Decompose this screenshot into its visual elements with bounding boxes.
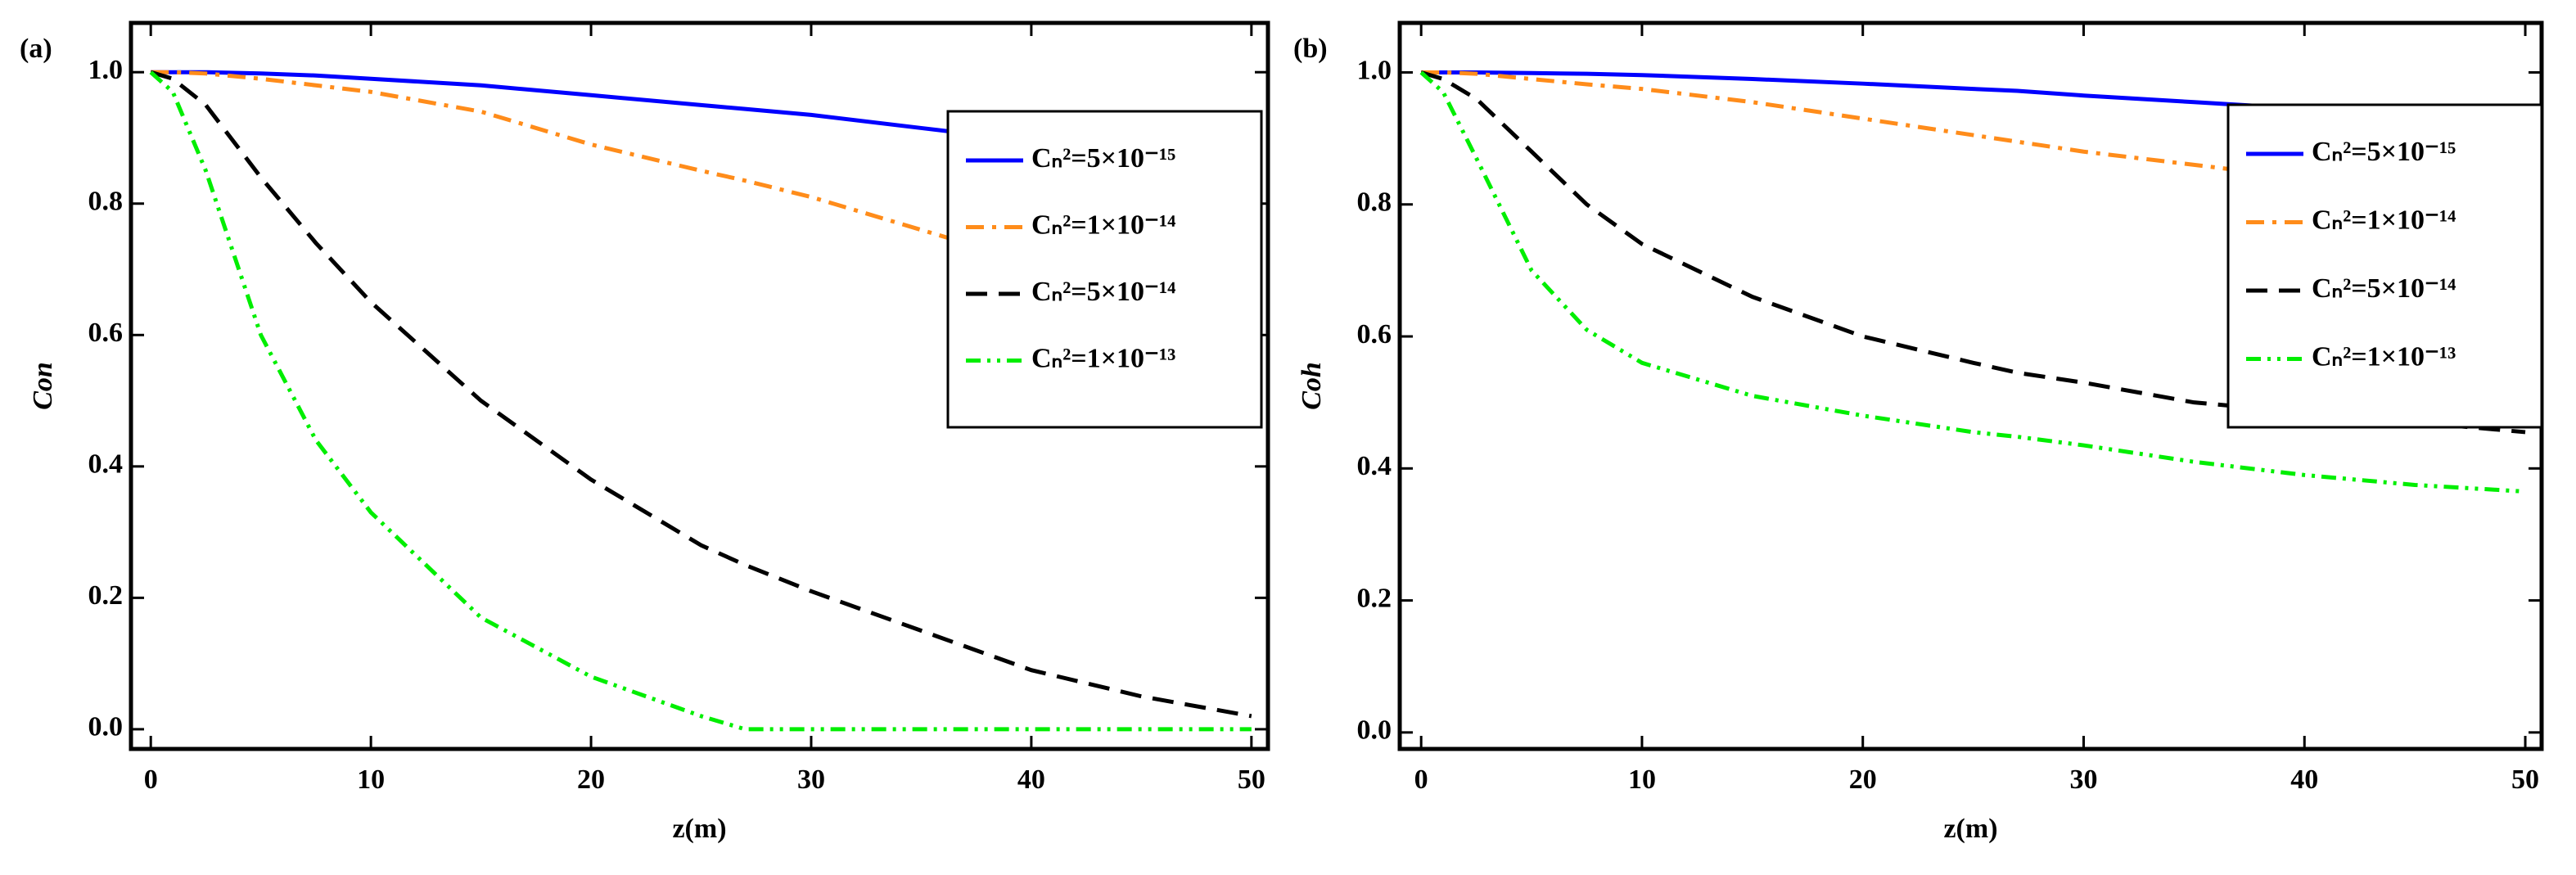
x-tick-label: 50	[2511, 764, 2539, 795]
y-tick-label: 0.0	[1357, 715, 1392, 746]
y-tick-label: 0.4	[1357, 451, 1392, 481]
legend-label: Cₙ²=5×10⁻¹⁴	[2312, 273, 2456, 304]
x-tick-label: 40	[2290, 764, 2318, 795]
x-tick-label: 10	[357, 764, 385, 795]
legend-label: Cₙ²=5×10⁻¹⁴	[1031, 277, 1175, 307]
x-tick-label: 0	[144, 764, 158, 795]
panel-label: (b)	[1293, 34, 1328, 64]
y-axis-label: Coh	[1297, 362, 1327, 410]
series-line	[150, 70, 1252, 719]
legend-label: Cₙ²=1×10⁻¹⁴	[2312, 205, 2456, 235]
y-tick-label: 0.6	[1357, 319, 1392, 350]
x-axis-label: z(m)	[1943, 814, 1997, 844]
x-tick-label: 30	[797, 764, 825, 795]
legend-label: Cₙ²=1×10⁻¹³	[1031, 343, 1175, 373]
y-tick-label: 0.4	[88, 449, 124, 480]
x-tick-label: 50	[1238, 764, 1265, 795]
legend-label: Cₙ²=5×10⁻¹⁵	[1031, 143, 1175, 174]
x-tick-label: 30	[2069, 764, 2097, 795]
plot-frame	[129, 20, 1270, 751]
y-tick-label: 0.2	[88, 580, 124, 611]
y-tick-label: 0.6	[88, 318, 124, 348]
x-tick-label: 20	[577, 764, 605, 795]
x-axis-label: z(m)	[672, 814, 726, 844]
legend-label: Cₙ²=1×10⁻¹⁴	[1031, 210, 1175, 240]
legend-box	[946, 110, 1263, 429]
legend-label: Cₙ²=1×10⁻¹³	[2312, 341, 2456, 372]
y-tick-label: 1.0	[1357, 55, 1392, 85]
panel: (a) Con z(m) 0.0 0.2 0.4 0.6 0.8 1.0 0 10 20 30 40 50 C…	[20, 20, 1270, 844]
x-tick-label: 0	[1414, 764, 1428, 795]
x-tick-label: 10	[1628, 764, 1656, 795]
series-line	[149, 70, 1252, 732]
y-axis-label: Con	[28, 362, 58, 410]
panel-label: (a)	[20, 34, 52, 64]
y-tick-label: 0.2	[1357, 583, 1392, 613]
y-tick-label: 1.0	[88, 55, 124, 85]
y-tick-label: 0.0	[88, 712, 124, 742]
y-tick-label: 0.8	[88, 187, 124, 217]
legend-box	[2226, 103, 2543, 429]
x-tick-label: 40	[1017, 764, 1045, 795]
legend-label: Cₙ²=5×10⁻¹⁵	[2312, 137, 2456, 167]
panel: (b) Coh z(m) 0.0 0.2 0.4 0.6 0.8 1.0 0 10 20 30 40 50 C…	[1293, 20, 2544, 844]
x-tick-label: 20	[1849, 764, 1877, 795]
series-line	[1419, 70, 2526, 494]
y-tick-label: 0.8	[1357, 187, 1392, 218]
